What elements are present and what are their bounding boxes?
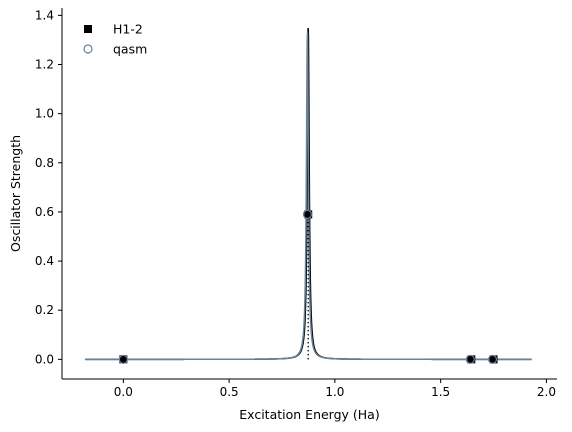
x-tick-label-4: 2.0 — [537, 385, 556, 399]
y-tick-label-3: 0.6 — [35, 205, 54, 219]
y-axis-label: Oscillator Strength — [8, 135, 23, 252]
qasm-marker-0 — [118, 354, 128, 364]
qasm-marker-3 — [487, 354, 498, 364]
y-tick-label-2: 0.4 — [35, 254, 54, 268]
legend-label-0: H1-2 — [113, 22, 143, 37]
plot-area — [85, 27, 532, 364]
h1-2-marker-1 — [304, 210, 313, 219]
legend-marker-qasm — [83, 44, 93, 54]
x-tick-label-2: 1.0 — [325, 385, 344, 399]
y-tick-label-7: 1.4 — [35, 8, 54, 22]
y-tick-label-1: 0.2 — [35, 303, 54, 317]
qasm-marker-2 — [465, 354, 475, 364]
x-tick-label-1: 0.5 — [220, 385, 239, 399]
x-axis-label: Excitation Energy (Ha) — [239, 407, 379, 422]
h1-2-marker-0 — [119, 355, 128, 364]
legend-label-1: qasm — [113, 42, 147, 57]
x-tick-label-0: 0.0 — [114, 385, 133, 399]
h1-2-marker-2 — [467, 355, 476, 364]
legend-marker-h1-2 — [84, 25, 92, 33]
y-tick-label-6: 1.2 — [35, 58, 54, 72]
y-tick-label-0: 0.0 — [35, 352, 54, 366]
y-tick-label-4: 0.8 — [35, 156, 54, 170]
x-tick-label-3: 1.5 — [431, 385, 450, 399]
legend: H1-2 qasm — [83, 22, 147, 57]
spectrum-line-1 — [85, 32, 532, 361]
h1-2-marker-3 — [489, 355, 498, 364]
axes: 0.0 0.5 1.0 1.5 2.0 0.0 0.2 0.4 0.6 0.8 1.0 1.2 1.4 — [35, 8, 557, 399]
qasm-marker-1 — [302, 209, 312, 219]
y-tick-label-5: 1.0 — [35, 107, 54, 121]
